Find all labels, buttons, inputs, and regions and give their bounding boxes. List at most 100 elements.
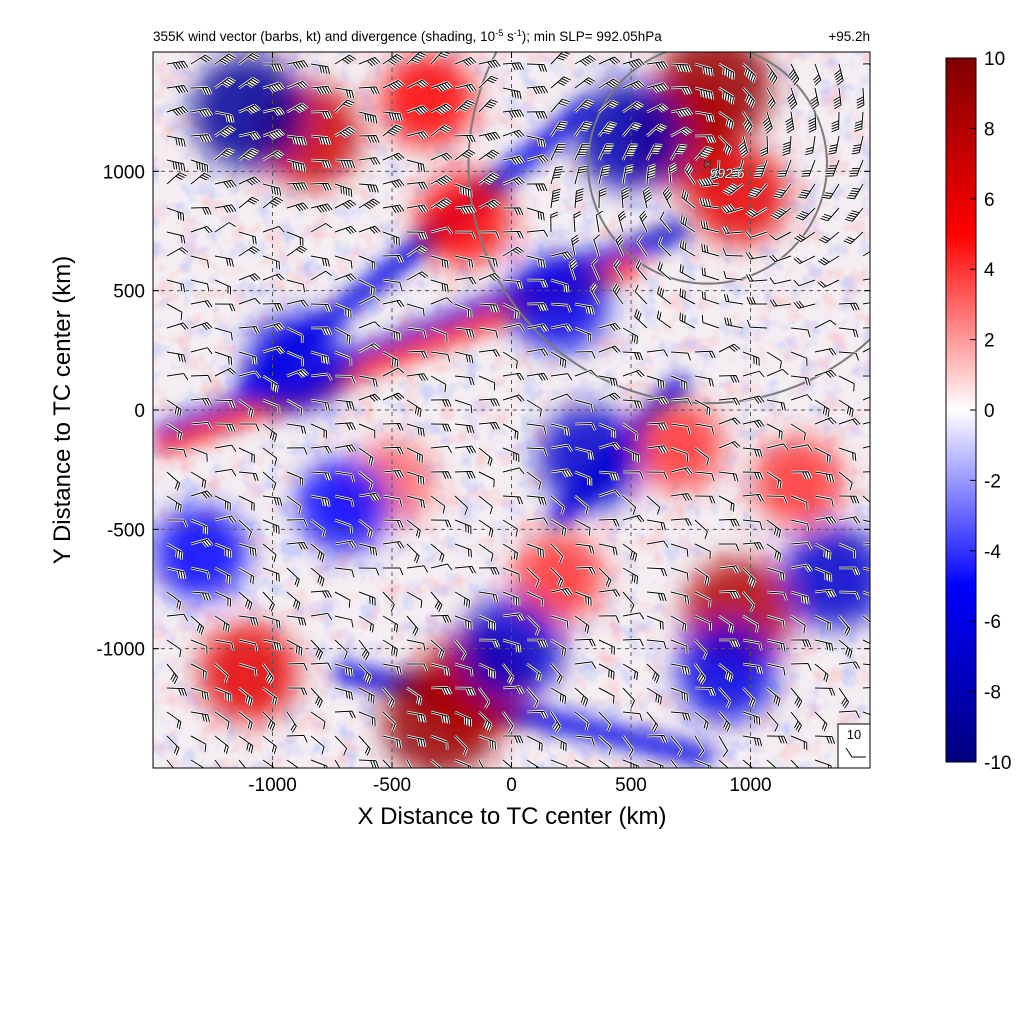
wind-barb	[333, 759, 342, 768]
wind-barb	[742, 418, 766, 429]
wind-barb	[526, 662, 542, 682]
wind-barb	[358, 56, 382, 67]
wind-barb	[622, 446, 640, 463]
wind-barb	[694, 110, 715, 123]
wind-barb	[742, 541, 765, 551]
wind-barb	[382, 203, 405, 214]
wind-barb	[358, 278, 376, 296]
wind-barb	[742, 710, 762, 726]
wind-barb	[790, 422, 807, 441]
wind-barb	[573, 143, 590, 161]
wind-barb	[286, 591, 302, 611]
wind-barb	[636, 234, 649, 257]
wind-barb	[286, 446, 309, 456]
range-circles	[467, 52, 870, 405]
wind-barb	[238, 591, 254, 611]
x-tick-label: -500	[373, 775, 411, 796]
wind-barb	[478, 272, 501, 282]
wind-barb	[262, 494, 284, 507]
wind-barb	[166, 84, 189, 94]
wind-barb	[334, 470, 355, 483]
wind-barb	[814, 638, 835, 652]
wind-barb	[310, 444, 333, 454]
wind-barb	[383, 566, 405, 576]
wind-barb	[598, 422, 617, 439]
wind-barb	[790, 443, 814, 452]
wind-barb	[358, 470, 374, 491]
wind-barb	[694, 494, 717, 504]
wind-barb	[190, 346, 214, 355]
wind-barb	[766, 759, 779, 768]
wind-barb	[190, 53, 213, 66]
wind-barb	[526, 758, 542, 768]
wind-barb	[238, 662, 258, 677]
wind-barb	[718, 440, 741, 450]
wind-barb	[694, 422, 715, 435]
wind-barb	[526, 470, 542, 490]
wind-barb	[406, 710, 427, 723]
wind-barb	[358, 663, 373, 684]
wind-barb	[286, 134, 308, 146]
wind-barb	[166, 686, 188, 697]
wind-barb	[598, 489, 622, 498]
wind-barb	[742, 662, 764, 675]
wind-barb	[790, 326, 812, 338]
wind-barb	[526, 228, 549, 238]
wind-barb	[286, 638, 304, 656]
wind-barb	[655, 310, 672, 330]
wind-barb	[789, 711, 803, 733]
wind-barb	[670, 374, 689, 390]
wind-barb	[357, 639, 371, 661]
wind-barb	[570, 233, 580, 257]
wind-barb	[334, 158, 356, 169]
wind-barb	[550, 422, 570, 436]
wind-barb	[334, 494, 355, 508]
wind-barb	[550, 518, 567, 537]
reference-barb-label: 10	[847, 727, 861, 742]
wind-barb	[214, 278, 232, 295]
wind-barb	[334, 735, 348, 756]
wind-barb	[166, 302, 184, 320]
wind-barb	[502, 206, 525, 216]
wind-barb	[550, 543, 564, 564]
colorbar-tick-label: 4	[984, 260, 995, 281]
wind-barb	[334, 225, 358, 235]
wind-barb	[670, 542, 690, 557]
wind-barb	[310, 254, 331, 267]
wind-barb	[382, 540, 405, 550]
wind-barb	[746, 319, 768, 330]
wind-barb	[358, 197, 381, 211]
wind-barb	[795, 207, 816, 222]
wind-barb	[502, 466, 526, 475]
wind-barb	[478, 734, 497, 750]
wind-barb	[694, 145, 714, 161]
wind-barb	[286, 278, 306, 293]
wind-barb	[501, 663, 515, 685]
wind-barb	[645, 163, 657, 185]
wind-barb	[190, 225, 214, 234]
x-tick-label: 1000	[729, 775, 771, 796]
wind-barb	[190, 734, 208, 752]
wind-barb	[766, 686, 782, 707]
wind-barb	[454, 614, 473, 630]
wind-barb	[286, 368, 310, 379]
wind-barb	[718, 564, 741, 574]
chart-title: 355K wind vector (barbs, kt) and diverge…	[153, 28, 662, 44]
wind-barb	[646, 395, 669, 406]
wind-barb	[862, 444, 870, 450]
wind-barb	[526, 84, 549, 95]
wind-barb	[286, 230, 305, 247]
wind-barb	[430, 326, 449, 342]
wind-barb	[621, 164, 634, 185]
wind-barb	[358, 374, 379, 387]
wind-barb	[766, 614, 786, 629]
wind-barb	[310, 326, 333, 336]
wind-barb	[190, 566, 211, 580]
wind-barb	[238, 297, 262, 306]
wind-barb	[238, 272, 262, 283]
wind-barb	[678, 288, 696, 306]
wind-barb	[814, 494, 835, 507]
wind-barb	[334, 326, 352, 344]
wind-barb	[286, 158, 307, 172]
